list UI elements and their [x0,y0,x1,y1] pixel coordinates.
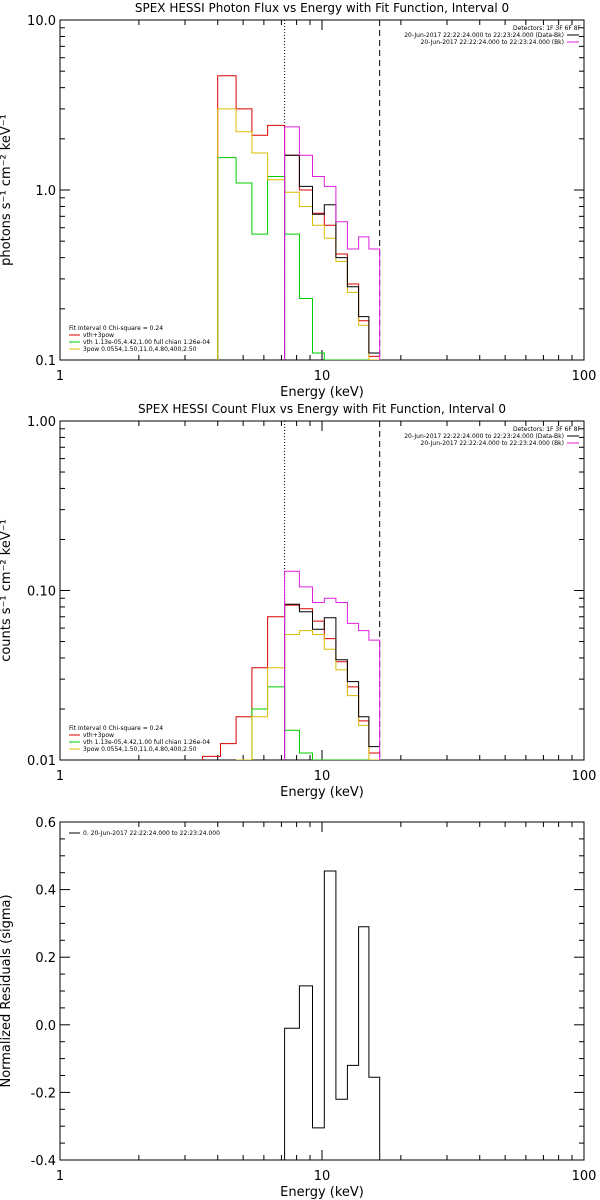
legend-right-entry: 20-Jun-2017 22:22:24.000 to 22:23:24.000… [421,440,564,447]
legend-right-entry: 20-Jun-2017 22:22:24.000 to 22:23:24.000… [404,32,564,39]
plot-frame [59,420,585,761]
y-tick-label: 0.10 [27,585,56,600]
x-tick-label: 100 [572,1169,597,1184]
data-series-group [202,570,381,760]
chart-panel-3: 1 10 100 -0.4 -0.2 0.0 0.2 0.4 0.6 Energy (keV) No… [0,816,596,1200]
y-tick-label: 0.0 [35,1019,56,1034]
y-axis-label: photons s⁻¹ cm⁻² keV⁻¹ [0,114,14,266]
y-tick-label: 1.0 [35,184,56,199]
data-series-group [284,870,381,1160]
chart-title: SPEX HESSI Photon Flux vs Energy with Fi… [135,1,509,15]
y-tick-label: 0.1 [35,354,56,369]
y-tick-label: 0.6 [35,816,56,831]
series-step-line-5 [284,126,381,360]
plot-frame [59,19,585,361]
x-tick-label: 100 [572,369,597,384]
y-tick-label: -0.4 [31,1154,56,1169]
legend-left-entry: 3pow 0.0554,1.50,11.0,4.80,400,2.50 [83,346,197,353]
series-step-line-5 [284,570,381,760]
legend-right-entry: Detectors: 1F 3F 6F 8F [513,25,582,32]
legend-left-entry: Fit Interval 0 Chi-square = 0.24 [69,325,163,332]
legend-left-entry: vth+3pow [83,332,114,339]
y-tick-label: 0.01 [27,754,56,769]
y-tick-label: 0.2 [35,951,56,966]
x-axis-label: Energy (keV) [280,1185,364,1200]
legend-right-entry: Detectors: 1F 3F 6F 8F [513,426,582,433]
x-tick-label: 10 [314,769,331,784]
chart-panel-2: SPEX HESSI Count Flux vs Energy with Fit… [0,402,596,800]
y-tick-label: 1.00 [27,415,56,430]
x-tick-label: 10 [314,369,331,384]
x-axis-label: Energy (keV) [280,385,364,400]
x-tick-label: 1 [56,769,64,784]
y-tick-label: 0.4 [35,884,56,899]
legend-left-entry: 0. 20-Jun-2017 22:22:24.000 to 22:23:24.… [83,830,220,837]
series-step-line-4 [284,603,380,760]
series-step-line-1 [217,75,380,360]
legend-right-entry: 20-Jun-2017 22:22:24.000 to 22:23:24.000… [421,39,564,46]
x-tick-label: 1 [56,1169,64,1184]
data-series-group [217,75,381,360]
legend-left-entry: Fit Interval 0 Chi-square = 0.24 [69,725,163,732]
y-tick-label: 10.0 [27,14,56,29]
x-tick-label: 100 [572,769,597,784]
legend-right-entry: 20-Jun-2017 22:22:24.000 to 22:23:24.000… [404,433,564,440]
plot-frame [59,821,585,1161]
series-step-line-2 [217,157,380,360]
legend-left-entry: vth+3pow [83,732,114,739]
legend-left-entry: 3pow 0.0554,1.50,11.0,4.80,400,2.50 [83,746,197,753]
x-axis-label: Energy (keV) [280,785,364,800]
legend-left-entry: vth 1.13e-05,4.42,1.00 full chian 1.26e-… [83,739,210,746]
x-tick-label: 10 [314,1169,331,1184]
series-step-line-1 [202,604,380,760]
y-axis-label: Normalized Residuals (sigma) [0,894,14,1087]
series-step-line-2 [236,686,380,760]
series-step-line-1 [284,870,381,1160]
chart-panel-1: SPEX HESSI Photon Flux vs Energy with Fi… [0,1,596,400]
y-axis-label: counts s⁻¹ cm⁻² keV⁻¹ [0,519,14,662]
y-tick-label: -0.2 [31,1086,56,1101]
chart-title: SPEX HESSI Count Flux vs Energy with Fit… [138,402,506,416]
x-tick-label: 1 [56,369,64,384]
legend-left-entry: vth 1.13e-05,4.42,1.00 full chian 1.26e-… [83,339,210,346]
